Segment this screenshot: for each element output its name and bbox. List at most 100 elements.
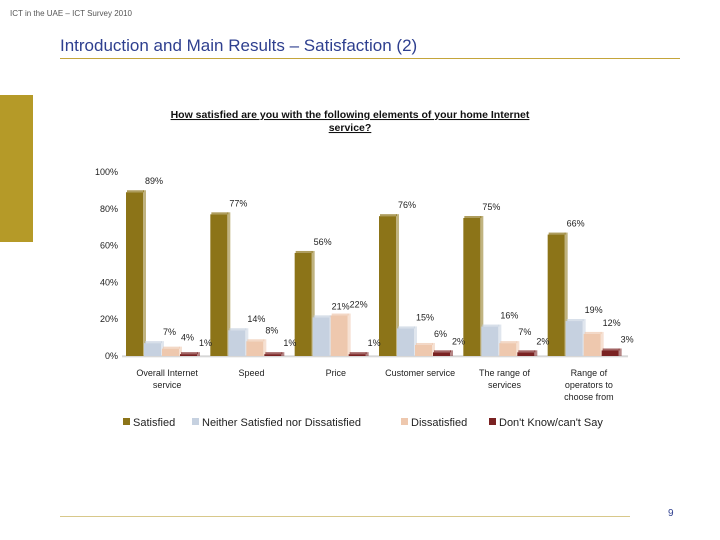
bar-top [313, 315, 331, 318]
bar-top [127, 190, 144, 193]
bar-depth [365, 352, 369, 356]
data-label: 6% [434, 329, 447, 339]
data-label: 8% [265, 325, 278, 335]
data-label: 7% [518, 327, 531, 337]
bar-dissatisfied [583, 333, 601, 356]
bar-top [163, 346, 180, 349]
data-label: 75% [482, 202, 500, 212]
bar-dont_know [264, 354, 282, 356]
category-label: service [153, 380, 182, 390]
bar-top [247, 339, 265, 342]
bar-depth [516, 341, 520, 356]
bar-top [380, 214, 397, 217]
y-tick-label: 40% [100, 277, 118, 287]
category-label: Speed [238, 368, 264, 378]
bar-depth [179, 346, 182, 356]
bar-top [548, 232, 566, 235]
data-label: 19% [585, 305, 603, 315]
bar-depth [498, 324, 502, 356]
y-tick-label: 100% [95, 167, 118, 177]
bar-neutral [228, 330, 246, 356]
bar-satisfied [379, 216, 396, 356]
data-label: 4% [181, 333, 194, 343]
data-label: 3% [621, 334, 634, 344]
data-label: 56% [314, 237, 332, 247]
slide-title: Introduction and Main Results – Satisfac… [60, 36, 418, 55]
data-label: 2% [452, 336, 465, 346]
bar-top [464, 216, 482, 218]
category-label: Range of [571, 368, 608, 378]
data-label: 77% [229, 198, 247, 208]
legend-swatch-neutral [192, 418, 199, 425]
bar-depth [143, 190, 146, 356]
bar-dont_know [517, 352, 535, 356]
category-label: Customer service [385, 368, 455, 378]
data-label: 14% [247, 314, 265, 324]
bar-depth [618, 348, 622, 356]
bar-dissatisfied [162, 348, 179, 356]
y-tick-label: 60% [100, 241, 118, 251]
data-label: 1% [283, 338, 296, 348]
bar-depth [432, 342, 435, 356]
legend-label: Dissatisfied [411, 417, 467, 429]
page-number: 9 [668, 508, 674, 519]
category-label: Price [326, 368, 347, 378]
category-label: choose from [564, 392, 614, 402]
bar-neutral [397, 328, 414, 356]
side-accent-bar [0, 95, 33, 242]
bar-depth [414, 326, 417, 356]
bar-top [500, 341, 518, 344]
header-note: ICT in the UAE – ICT Survey 2010 [10, 9, 132, 18]
bar-depth [534, 350, 538, 356]
bar-dissatisfied [499, 343, 517, 356]
footer-rule [60, 516, 630, 517]
bar-top [584, 331, 602, 334]
bar-depth [480, 216, 484, 356]
bar-depth [161, 341, 164, 356]
bar-top [211, 212, 229, 215]
y-tick-label: 20% [100, 314, 118, 324]
bar-top [518, 350, 536, 353]
data-label: 16% [500, 311, 518, 321]
legend-label: Satisfied [133, 417, 175, 429]
chart-title: How satisfied are you with the following… [171, 109, 530, 121]
bar-neutral [481, 326, 499, 356]
legend-label: Neither Satisfied nor Dissatisfied [202, 417, 361, 429]
category-label: The range of [479, 368, 531, 378]
data-label: 22% [350, 300, 368, 310]
bar-satisfied [547, 234, 565, 356]
data-label: 2% [536, 336, 549, 346]
bar-dont_know [348, 354, 366, 356]
bar-satisfied [463, 218, 481, 356]
bar-satisfied [126, 192, 143, 356]
bar-top [566, 319, 584, 322]
bar-dont_know [433, 352, 450, 356]
legend-label: Don't Know/can't Say [499, 417, 603, 429]
data-label: 1% [199, 338, 212, 348]
bar-satisfied [210, 214, 228, 356]
bar-neutral [565, 321, 583, 356]
bar-top [416, 342, 433, 345]
legend-swatch-dont_know [489, 418, 496, 425]
bar-depth [396, 214, 399, 356]
bar-neutral [144, 343, 161, 356]
data-label: 89% [145, 176, 163, 186]
bar-dont_know [601, 350, 619, 356]
bar-neutral [312, 317, 330, 356]
bar-top [229, 328, 247, 331]
bar-depth [347, 313, 351, 356]
bar-top [181, 352, 198, 355]
y-tick-label: 80% [100, 204, 118, 214]
bar-depth [197, 352, 200, 356]
bar-depth [564, 232, 568, 356]
bar-top [295, 250, 313, 253]
bar-depth [281, 352, 285, 356]
bar-depth [263, 339, 267, 356]
data-label: 15% [416, 312, 434, 322]
bar-top [265, 352, 283, 355]
bar-depth [227, 212, 231, 356]
legend-swatch-dissatisfied [401, 418, 408, 425]
bar-dissatisfied [330, 315, 348, 356]
bar-dont_know [180, 354, 197, 356]
